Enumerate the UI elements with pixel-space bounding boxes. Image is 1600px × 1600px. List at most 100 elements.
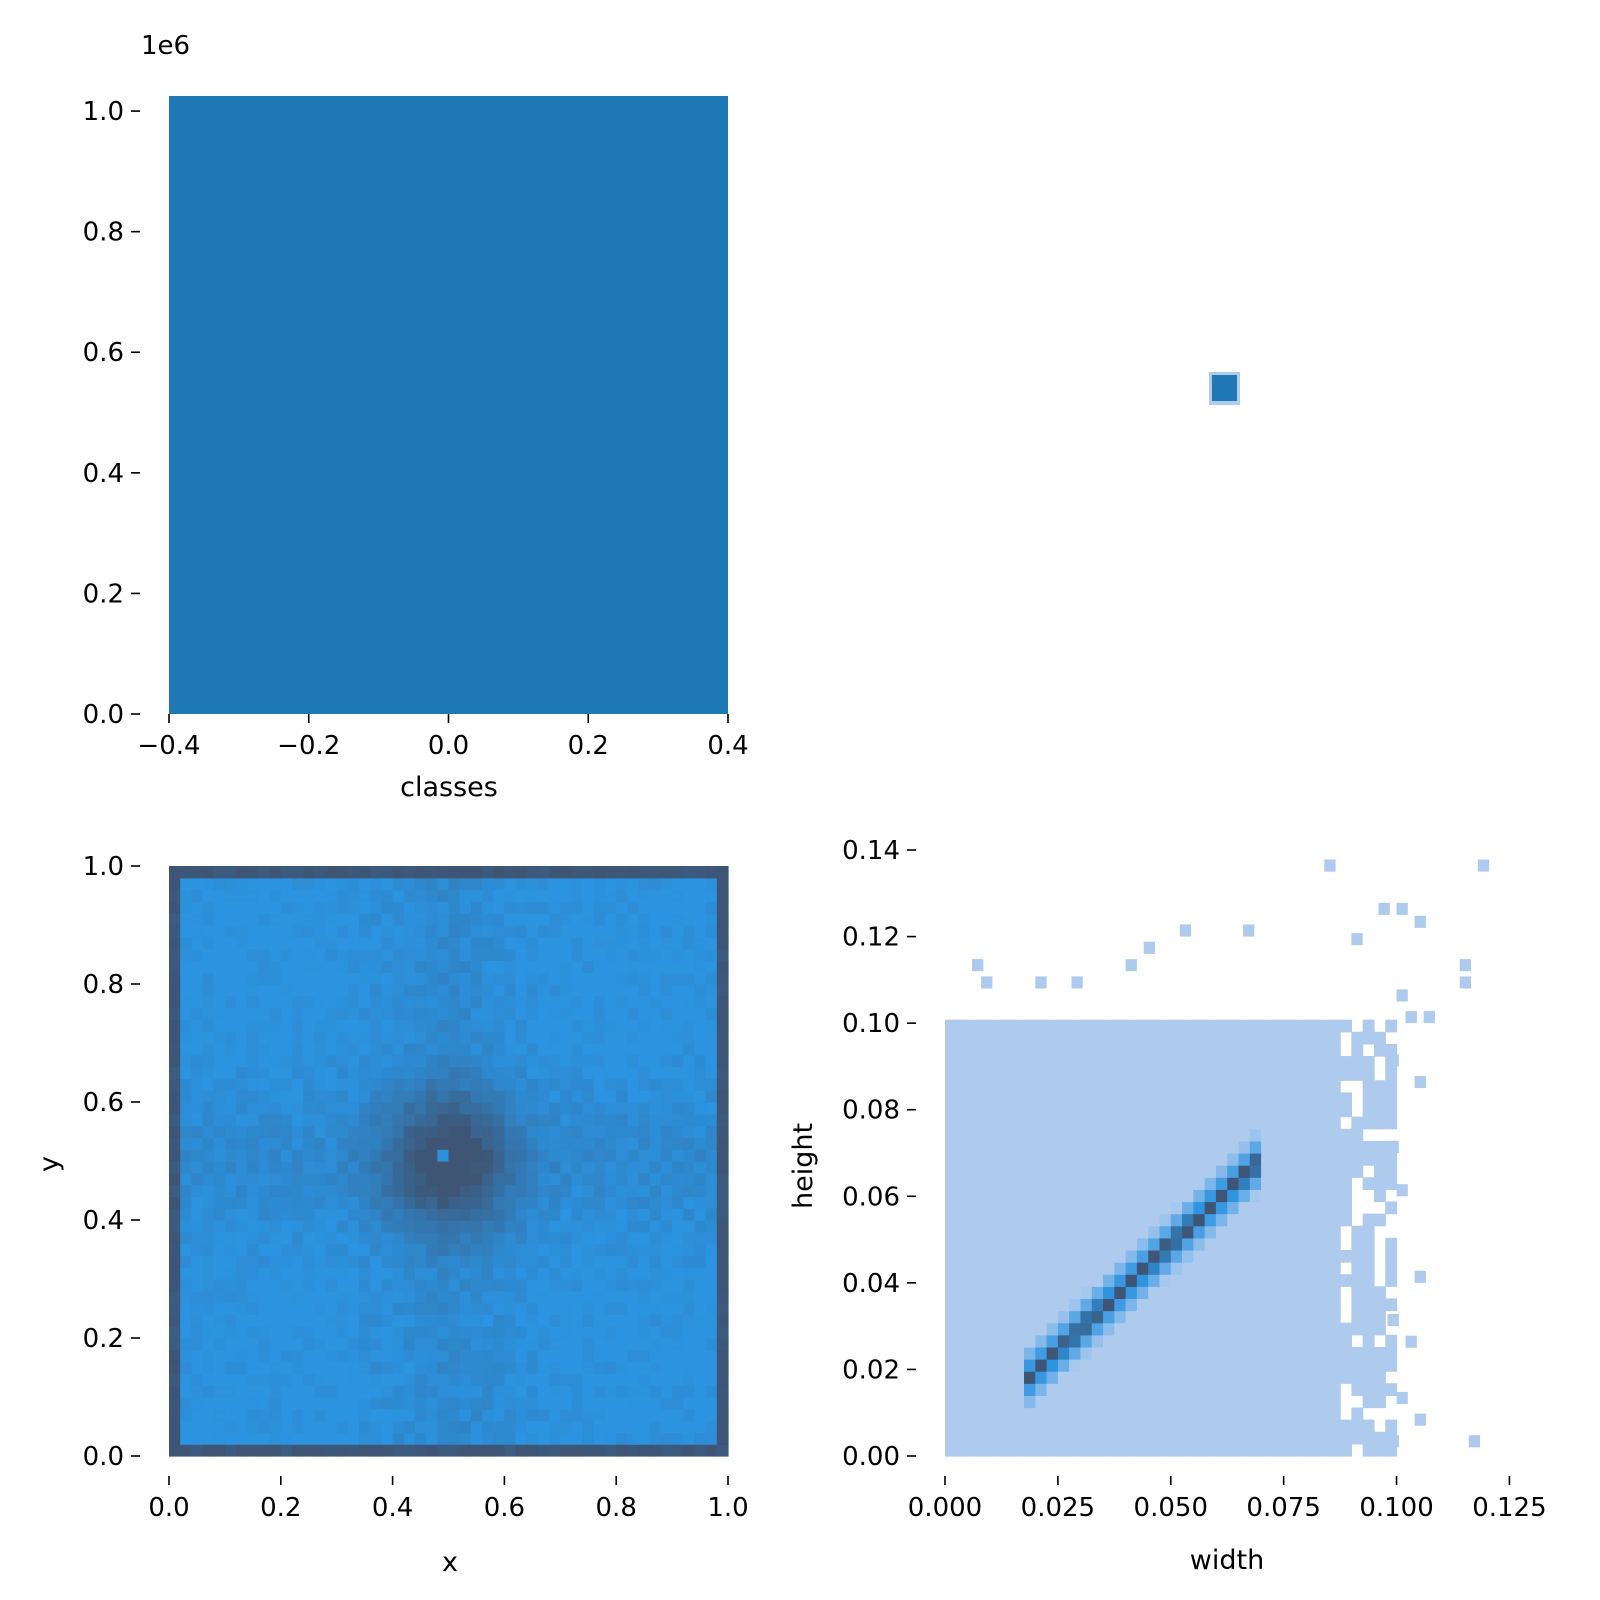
xy-cell bbox=[459, 1184, 472, 1197]
wh-cell bbox=[1170, 1068, 1183, 1081]
xy-cell bbox=[515, 1102, 528, 1115]
wh-cell bbox=[1238, 1056, 1251, 1069]
xy-cell bbox=[247, 1149, 260, 1162]
xy-cell bbox=[381, 913, 394, 926]
xy-cell bbox=[482, 925, 494, 938]
xy-cell bbox=[672, 1172, 684, 1186]
wh-cell bbox=[1328, 1431, 1341, 1445]
xy-cell bbox=[414, 1137, 427, 1150]
xy-cell bbox=[247, 1255, 260, 1268]
wh-cell bbox=[1317, 1237, 1330, 1251]
wh-cell bbox=[1306, 1153, 1319, 1166]
xy-cell bbox=[537, 889, 550, 902]
xy-cell bbox=[202, 1397, 215, 1410]
xy-cell bbox=[582, 1243, 595, 1256]
xy-cell bbox=[660, 1113, 673, 1127]
wh-cell bbox=[1272, 1431, 1285, 1445]
xy-cell bbox=[627, 1361, 640, 1374]
wh-cell bbox=[1035, 1153, 1048, 1166]
wh-cell bbox=[956, 1031, 969, 1045]
wh-cell bbox=[1261, 1043, 1273, 1057]
xy-cell bbox=[381, 889, 394, 902]
wh-cell bbox=[1057, 1322, 1070, 1336]
xy-cell bbox=[224, 1066, 237, 1079]
xy-cell bbox=[370, 1102, 383, 1115]
xy-cell bbox=[560, 889, 573, 902]
xy-cell bbox=[325, 1432, 338, 1445]
xy-cell bbox=[582, 1054, 595, 1068]
xy-cell bbox=[224, 1054, 237, 1068]
wh-cell bbox=[1272, 1237, 1285, 1251]
xy-cell bbox=[504, 972, 517, 985]
wh-cell bbox=[1148, 1043, 1161, 1057]
xy-cell bbox=[359, 1031, 371, 1044]
xy-cell bbox=[314, 1243, 327, 1256]
xy-cell bbox=[448, 1007, 461, 1020]
xy-cell bbox=[515, 1231, 528, 1245]
xy-cell bbox=[705, 1078, 718, 1091]
wh-cell bbox=[1328, 1153, 1341, 1166]
xy-cell bbox=[537, 913, 550, 926]
wh-cell bbox=[1193, 1443, 1206, 1457]
wh-cell bbox=[1283, 1092, 1296, 1106]
xy-cell bbox=[616, 1267, 628, 1280]
wh-cell bbox=[1283, 1213, 1296, 1227]
xy-cell bbox=[660, 1255, 673, 1268]
xy-cell bbox=[482, 1255, 494, 1268]
xy-cell bbox=[280, 1019, 293, 1032]
wh-cell bbox=[1249, 1177, 1262, 1190]
wh-cell bbox=[1249, 1262, 1262, 1275]
xy-cell bbox=[672, 1361, 684, 1374]
xy-cell bbox=[560, 948, 573, 961]
wh-cell bbox=[1012, 1165, 1025, 1178]
xy-cell bbox=[493, 1408, 505, 1422]
xy-cell bbox=[381, 1444, 394, 1457]
wh-cell bbox=[1306, 1383, 1319, 1396]
xy-cell bbox=[493, 925, 505, 938]
wh-outlier-cell bbox=[1387, 1140, 1399, 1153]
xy-cell bbox=[169, 913, 181, 926]
xy-cell bbox=[571, 1196, 584, 1209]
xy-cell bbox=[571, 1373, 584, 1386]
xy-cell bbox=[705, 1149, 718, 1162]
wh-cell bbox=[1317, 1153, 1330, 1166]
wh-cell bbox=[1024, 1310, 1036, 1324]
wh-cell bbox=[1046, 1310, 1059, 1324]
wh-cell bbox=[945, 1140, 957, 1154]
xy-cell bbox=[560, 1066, 573, 1079]
xy-cell bbox=[426, 972, 438, 985]
wh-cell bbox=[1261, 1322, 1273, 1336]
xy-cell bbox=[180, 1444, 192, 1457]
wh-cell bbox=[978, 1189, 991, 1203]
wh-cell bbox=[1057, 1177, 1070, 1190]
xy-cell bbox=[247, 960, 260, 973]
wh-cell bbox=[1249, 1298, 1262, 1312]
xy-cell bbox=[247, 1302, 260, 1315]
xy-cell bbox=[515, 1054, 528, 1068]
xy-cell bbox=[381, 1161, 394, 1174]
xy-cell bbox=[683, 1125, 696, 1138]
xy-cell bbox=[716, 1161, 729, 1174]
xy-cell bbox=[482, 1184, 494, 1197]
xy-cell bbox=[638, 1302, 651, 1315]
xy-cell bbox=[605, 1290, 617, 1304]
wh-cell bbox=[1001, 1177, 1014, 1190]
wh-cell bbox=[990, 1346, 1003, 1360]
xy-cell bbox=[482, 995, 494, 1009]
wh-cell bbox=[1125, 1128, 1138, 1142]
xy-cell bbox=[515, 1184, 528, 1197]
xy-cell bbox=[247, 1349, 260, 1363]
wh-cell bbox=[967, 1286, 980, 1300]
xy-cell bbox=[683, 1302, 696, 1315]
xy-cell bbox=[202, 1078, 215, 1091]
wh-cell bbox=[1080, 1371, 1093, 1384]
wh-cell bbox=[1091, 1371, 1104, 1384]
xy-cell bbox=[504, 1231, 517, 1245]
wh-cell bbox=[1080, 1104, 1093, 1118]
xy-cell bbox=[437, 1420, 450, 1433]
xy-cell bbox=[437, 960, 450, 973]
xy-cell bbox=[336, 1078, 349, 1091]
wh-cell bbox=[1306, 1116, 1319, 1130]
xy-cell bbox=[191, 1231, 204, 1245]
wh-cell bbox=[1103, 1201, 1115, 1215]
